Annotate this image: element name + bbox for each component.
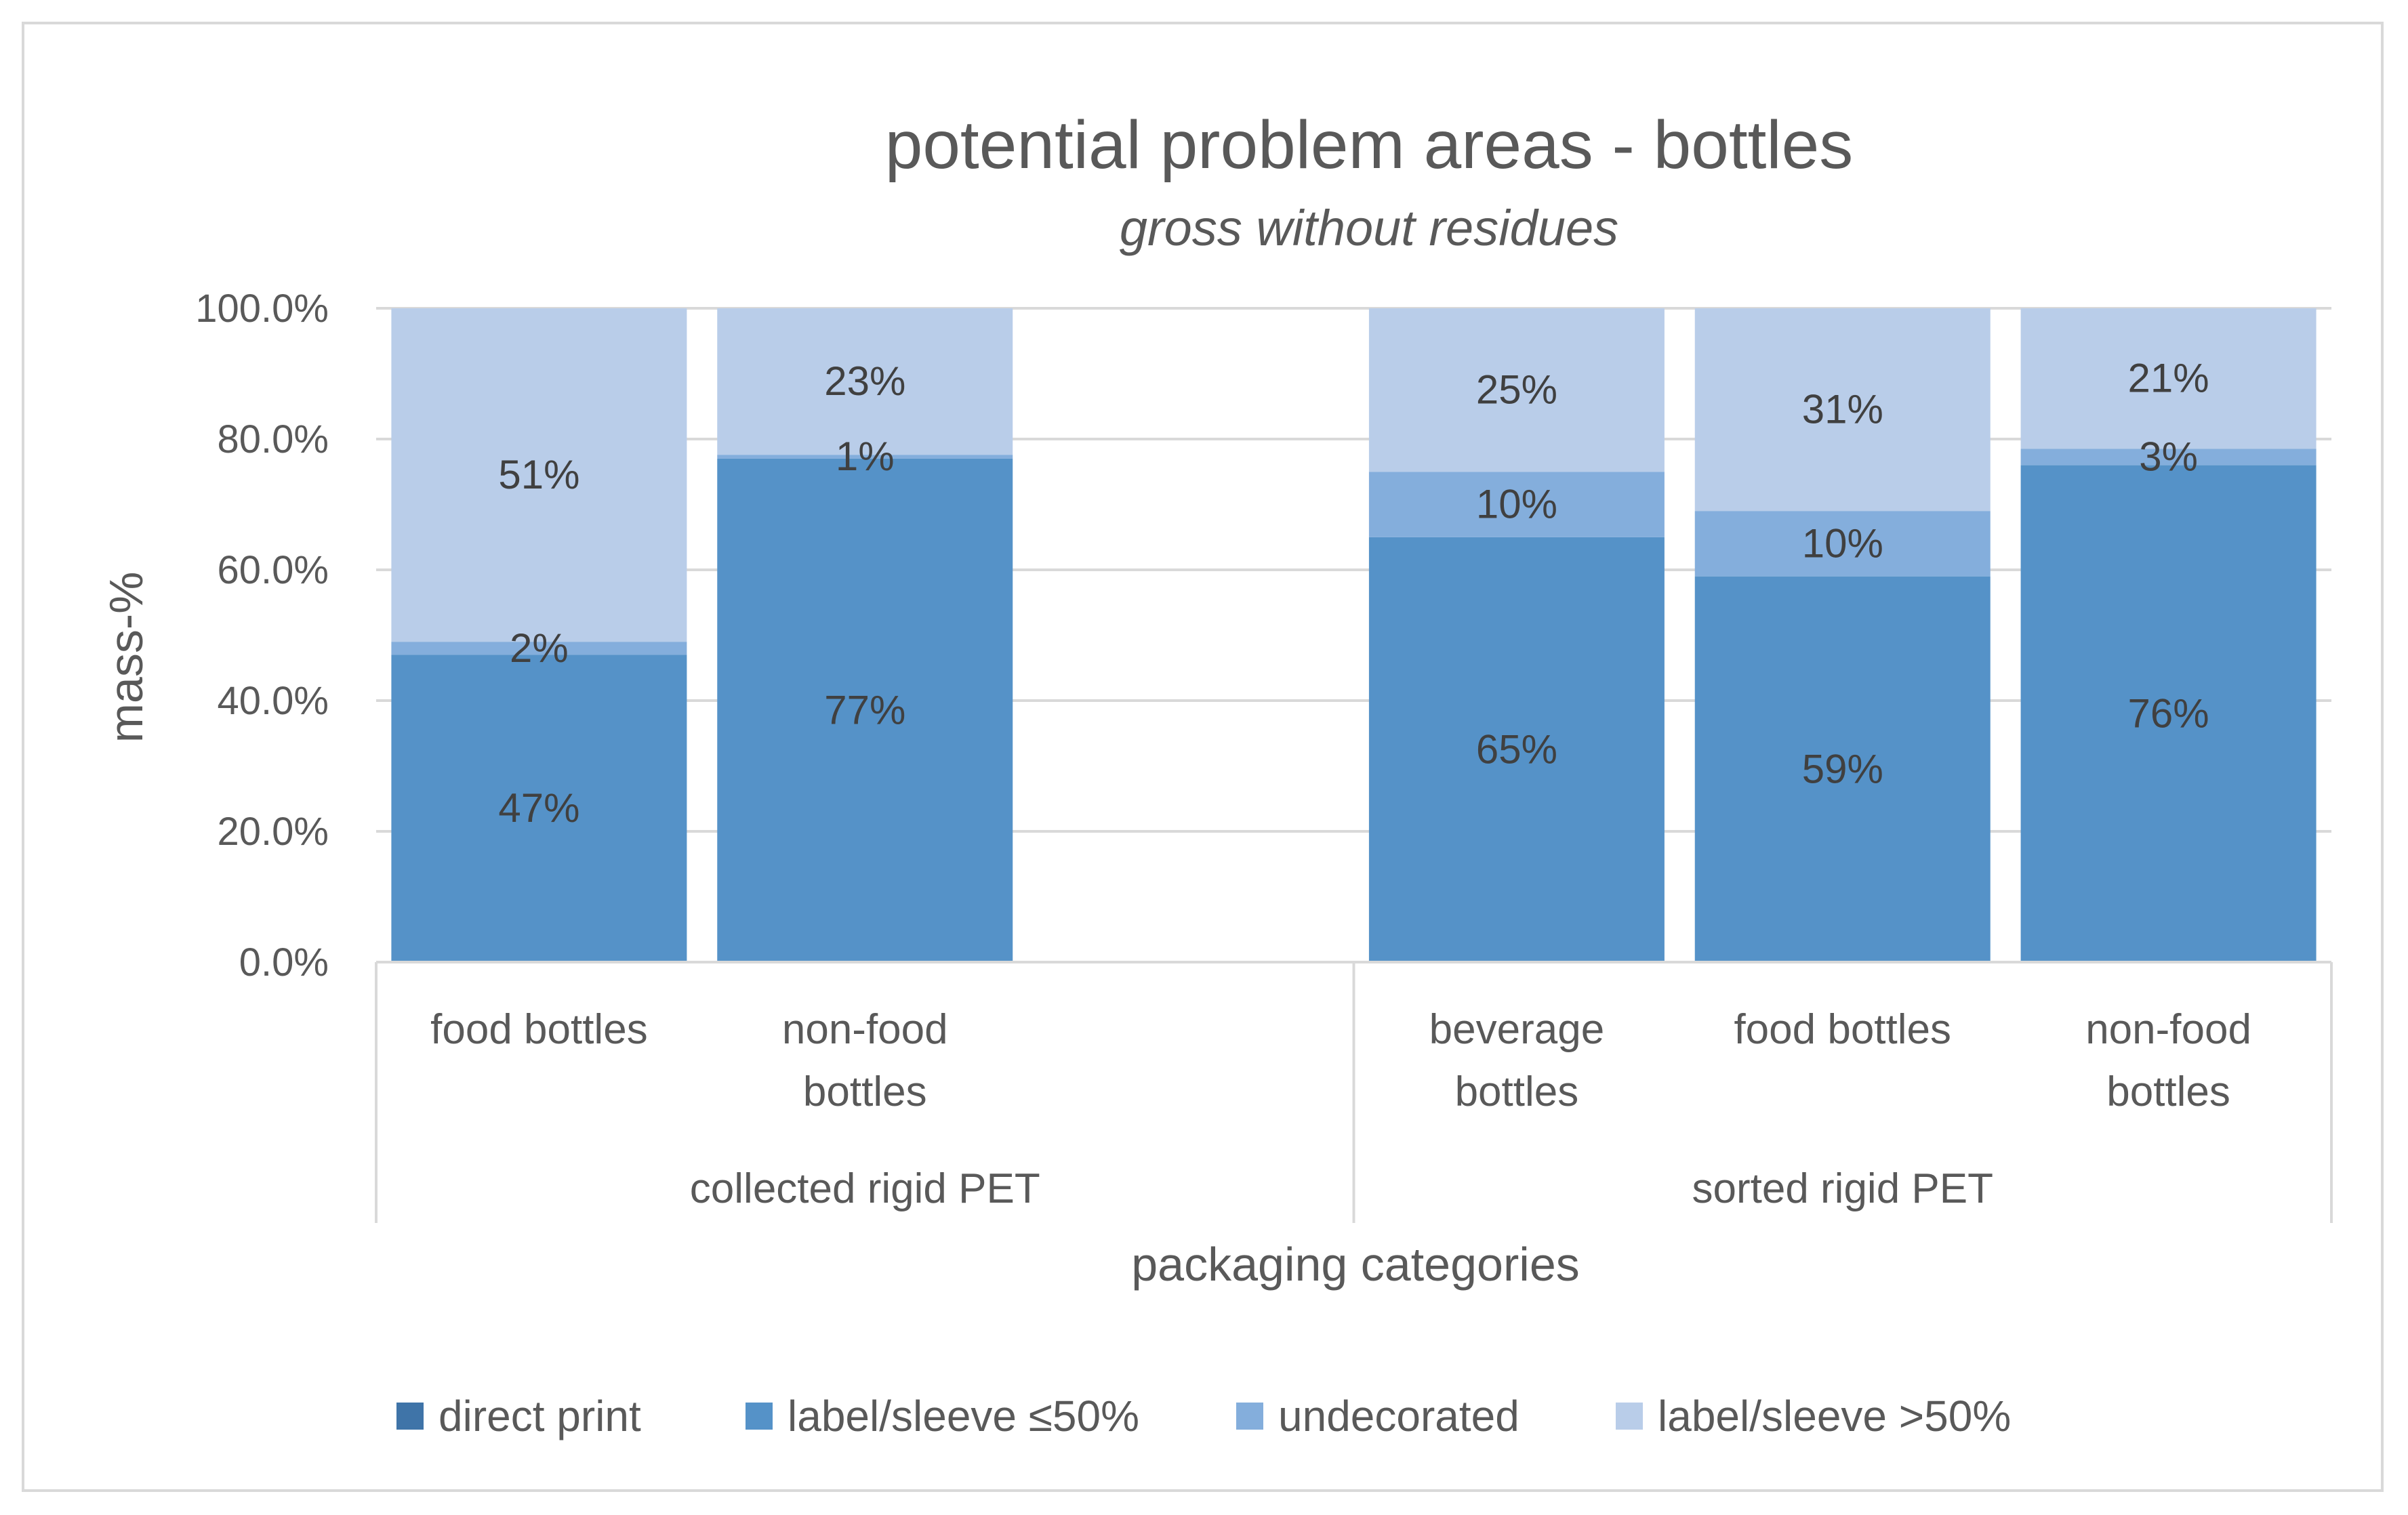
y-axis-title: mass-% — [100, 572, 152, 743]
data-label: 23% — [824, 358, 905, 404]
legend-swatch — [1616, 1403, 1643, 1430]
bar-segment — [1368, 537, 1665, 962]
legend-label: label/sleeve ≤50% — [788, 1392, 1139, 1440]
data-label: 31% — [1802, 387, 1883, 432]
data-label: 47% — [498, 785, 579, 831]
x-category-label: non-food bottles — [782, 1006, 948, 1115]
data-label: 25% — [1476, 367, 1557, 413]
bar-segment — [391, 642, 687, 655]
legend-label: undecorated — [1278, 1392, 1519, 1440]
data-label: 10% — [1476, 482, 1557, 527]
data-label: 2% — [510, 625, 569, 671]
bar-segment — [717, 308, 1013, 455]
x-category-label: non-food bottles — [2085, 1006, 2251, 1115]
bar-segment — [391, 655, 687, 962]
bar-segment — [717, 458, 1013, 962]
bar-segment — [2020, 465, 2317, 962]
bar-segment — [391, 308, 687, 642]
y-tick-label: 0.0% — [239, 940, 329, 984]
chart-subtitle: gross without residues — [1120, 200, 1618, 256]
legend: direct print label/sleeve ≤50% undecorated… — [396, 1392, 2011, 1440]
x-category-label: food bottles — [430, 1006, 648, 1053]
y-tick-label: 20.0% — [218, 810, 329, 854]
bar-segment — [2020, 308, 2317, 449]
data-label: 59% — [1802, 746, 1883, 791]
bar-segment — [1694, 576, 1991, 962]
legend-label: label/sleeve >50% — [1658, 1392, 2011, 1440]
data-label: 10% — [1802, 520, 1883, 566]
bar-segment — [1694, 511, 1991, 577]
data-label: 76% — [2128, 690, 2209, 736]
data-label: 3% — [2139, 434, 2198, 480]
data-label: 77% — [824, 687, 905, 732]
legend-swatch — [746, 1403, 773, 1430]
bar-segment — [1694, 308, 1991, 512]
chart-title: potential problem areas - bottles — [885, 107, 1854, 183]
data-labels: 47% 2% 51% 77% 1% 23% 65% 10% 25% 59% 10% 31% 76% 3% 2… — [498, 356, 2209, 831]
data-label: 65% — [1476, 726, 1557, 772]
x-axis-title: packaging categories — [1131, 1238, 1580, 1291]
x-group-label: sorted rigid PET — [1692, 1165, 1993, 1212]
y-axis-ticks: 0.0% 20.0% 40.0% 60.0% 80.0% 100.0% — [195, 287, 329, 984]
x-category-label: beverage bottles — [1429, 1006, 1605, 1115]
legend-label: direct print — [438, 1392, 641, 1440]
y-tick-label: 80.0% — [218, 417, 329, 461]
data-label: 51% — [498, 452, 579, 497]
bar-segment — [1368, 472, 1665, 537]
x-category-label: food bottles — [1734, 1006, 1951, 1053]
bar-segment — [2020, 449, 2317, 465]
data-label: 1% — [836, 434, 895, 479]
y-tick-label: 100.0% — [195, 287, 329, 331]
bar-segment — [1368, 308, 1665, 472]
data-label: 21% — [2128, 356, 2209, 401]
y-tick-label: 40.0% — [218, 679, 329, 723]
bars — [391, 308, 2317, 962]
legend-swatch — [1236, 1403, 1263, 1430]
y-tick-label: 60.0% — [218, 548, 329, 592]
x-group-label: collected rigid PET — [690, 1165, 1040, 1212]
legend-swatch — [396, 1403, 424, 1430]
x-axis: food bottles non-food bottles beverage bottl… — [375, 961, 2333, 1223]
bar-segment — [717, 455, 1013, 459]
